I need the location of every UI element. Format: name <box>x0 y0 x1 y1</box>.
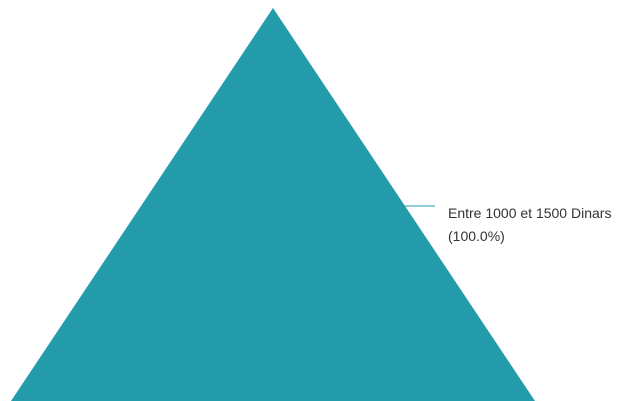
pyramid-segment[interactable] <box>11 8 535 401</box>
data-label-category: Entre 1000 et 1500 Dinars <box>448 205 611 221</box>
data-label-percent: (100.0%) <box>448 228 505 244</box>
pyramid-segments <box>11 8 535 401</box>
pyramid-labels: Entre 1000 et 1500 Dinars (100.0%) <box>405 205 611 244</box>
